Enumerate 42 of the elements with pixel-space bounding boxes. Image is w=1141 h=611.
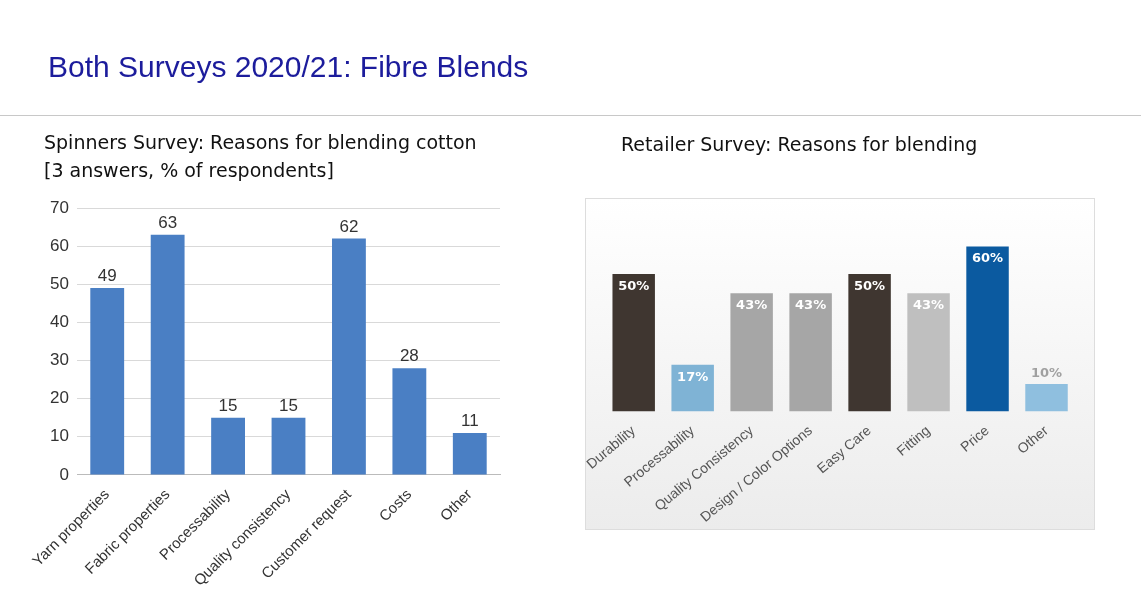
bar xyxy=(271,417,306,475)
chart-subtitle: [3 answers, % of respondents] xyxy=(44,158,335,183)
text: Both Surveys 2020/21: Fibre Blends xyxy=(48,50,529,84)
bar xyxy=(966,246,1009,412)
y-tick-label: 50 xyxy=(50,273,70,293)
bar xyxy=(211,417,245,475)
bar xyxy=(1025,384,1068,412)
chart-title: Spinners Survey: Reasons for blending cotton xyxy=(44,130,478,155)
data-label: 43% xyxy=(736,297,768,313)
data-label: 50% xyxy=(854,277,886,293)
bar xyxy=(907,293,950,412)
data-label: 28 xyxy=(399,346,419,366)
data-label: 62 xyxy=(339,216,359,236)
data-label: 11 xyxy=(460,411,479,431)
chart-title: Retailer Survey: Reasons for blending xyxy=(621,132,979,157)
data-label: 50% xyxy=(618,277,650,293)
y-tick-label: 60 xyxy=(50,235,70,255)
y-tick-label: 40 xyxy=(50,312,70,332)
bar xyxy=(789,293,832,412)
bar xyxy=(612,274,655,412)
y-tick-label: 0 xyxy=(59,464,70,484)
y-tick-label: 10 xyxy=(50,426,70,446)
data-label: 63 xyxy=(158,212,178,232)
bar xyxy=(452,432,487,475)
bar xyxy=(150,234,185,475)
y-tick-label: 30 xyxy=(50,350,70,370)
bar xyxy=(392,368,427,475)
data-label: 10% xyxy=(1030,364,1063,380)
data-label: 49 xyxy=(97,266,117,286)
bar xyxy=(848,274,891,412)
bar xyxy=(730,293,773,412)
data-label: 17% xyxy=(677,368,709,384)
bar xyxy=(332,238,366,475)
data-label: 15 xyxy=(218,395,238,415)
data-label: 15 xyxy=(279,395,298,415)
y-tick-label: 70 xyxy=(50,197,70,217)
data-label: 43% xyxy=(913,297,945,313)
bar xyxy=(90,288,125,475)
data-label: 43% xyxy=(795,297,827,313)
data-label: 60% xyxy=(971,250,1004,266)
bar xyxy=(671,364,714,412)
y-tick-label: 20 xyxy=(50,388,70,408)
